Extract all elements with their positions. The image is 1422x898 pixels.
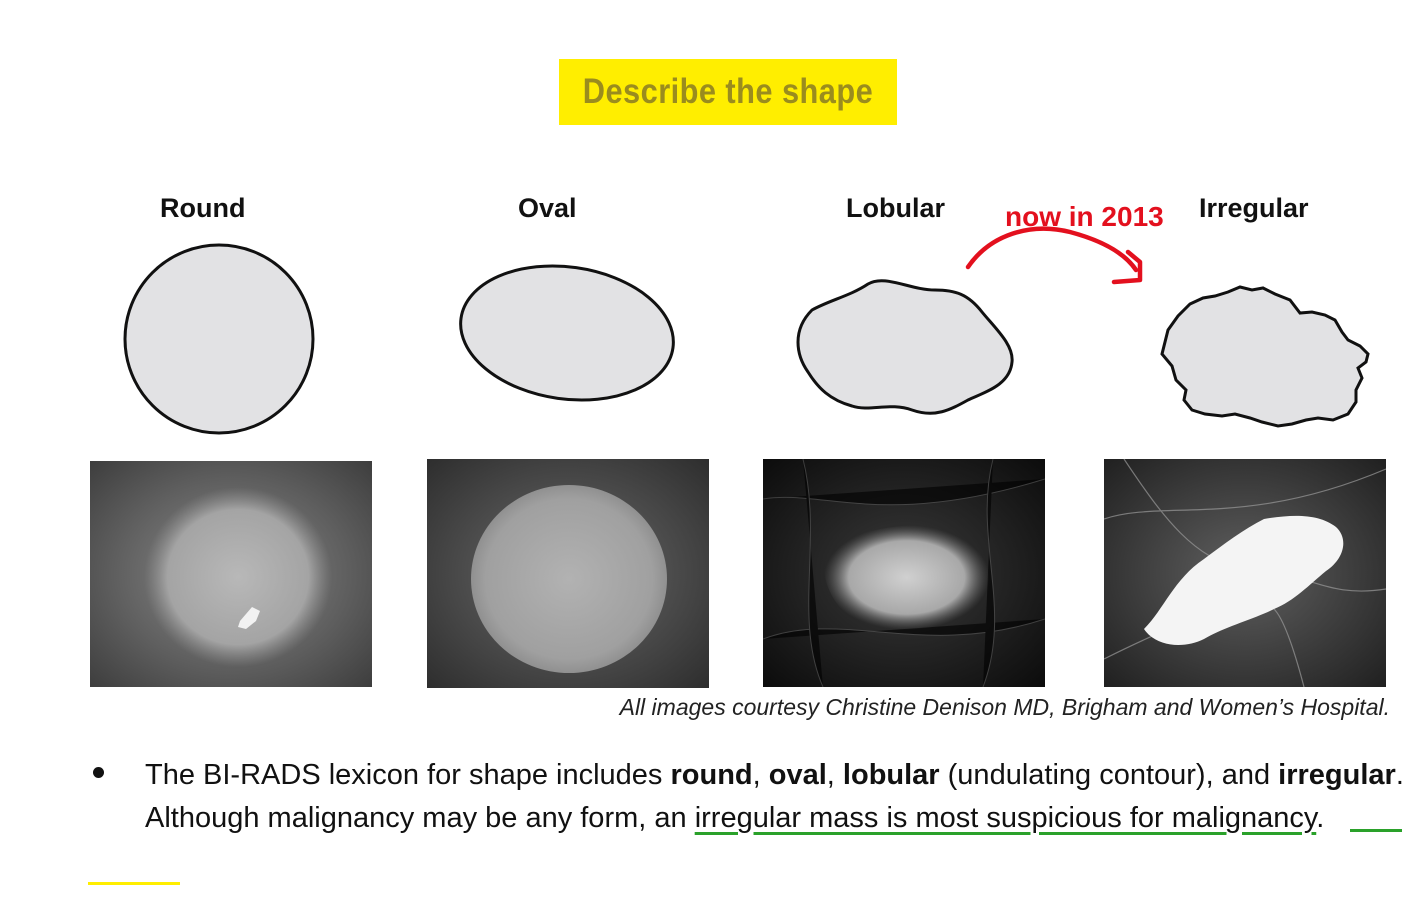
curved-arrow-icon — [965, 226, 1143, 285]
bullet-end: . — [1316, 802, 1325, 834]
annotation-text: now in 2013 — [1005, 201, 1164, 232]
bullet-text: The BI-RADS lexicon for shape includes r… — [145, 754, 1407, 840]
term-oval: oval — [768, 759, 827, 791]
bullet-middle: . Although malignancy may be any form, a… — [145, 759, 1404, 834]
lobular-mass-mammogram — [763, 459, 1045, 687]
term-round: round — [670, 759, 753, 791]
oval-shape-outline — [459, 264, 675, 402]
bullet-sep-2: , — [826, 759, 843, 791]
bullet-marker — [93, 767, 104, 778]
label-lobular: Lobular — [846, 193, 945, 223]
emphasis-underlined: irregular mass is most suspicious for ma… — [694, 802, 1317, 834]
round-shape-outline — [123, 243, 315, 435]
green-underline-mark — [1350, 829, 1402, 832]
term-irregular: irregular — [1278, 759, 1396, 791]
label-oval: Oval — [518, 193, 577, 223]
bullet-sep-1: , — [752, 759, 769, 791]
oval-mass-mammogram — [427, 459, 709, 688]
bullet-paren: (undulating contour), and — [939, 759, 1279, 791]
title-highlight: Describe the shape — [559, 59, 897, 125]
bullet-intro: The BI-RADS lexicon for shape includes — [145, 759, 671, 791]
lobular-shape-outline — [796, 279, 1014, 415]
label-round: Round — [160, 193, 246, 223]
irregular-shape-outline — [1160, 285, 1370, 428]
yellow-highlight-mark — [88, 882, 180, 885]
round-mass-mammogram — [90, 461, 372, 687]
irregular-mass-mammogram — [1104, 459, 1386, 687]
label-irregular: Irregular — [1199, 193, 1309, 223]
slide-title: Describe the shape — [582, 72, 874, 111]
term-lobular: lobular — [842, 759, 940, 791]
image-credit: All images courtesy Christine Denison MD… — [619, 694, 1390, 720]
